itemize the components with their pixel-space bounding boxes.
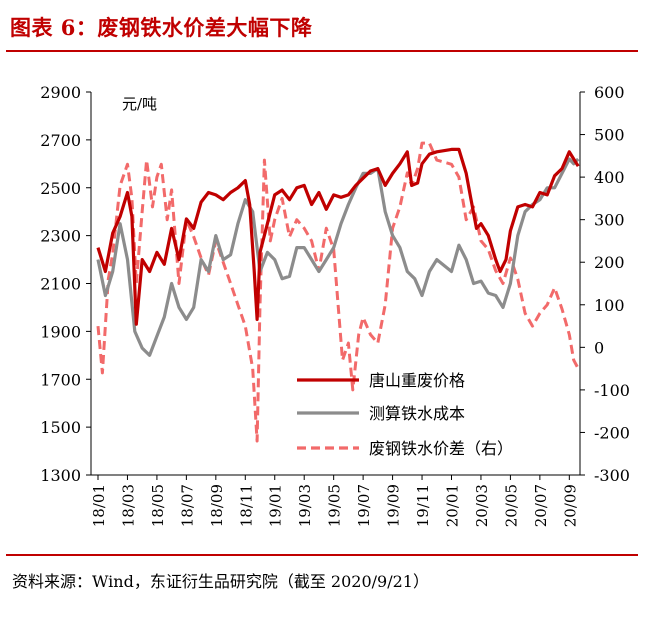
legend-label-1: 测算铁水成本 <box>369 404 465 423</box>
right-tick-label: 600 <box>594 83 625 102</box>
x-tick-label: 18/05 <box>149 484 167 527</box>
chart: 1300 1500 1700 1900 2100 2300 2500 2700 2900 -300… <box>40 83 630 527</box>
x-tick-label: 20/05 <box>502 484 520 527</box>
right-tick-label: -100 <box>594 381 630 400</box>
x-tick-label: 19/09 <box>385 484 403 527</box>
left-tick-label: 2900 <box>40 83 81 102</box>
x-tick-label: 20/07 <box>532 484 550 527</box>
x-tick-label: 18/09 <box>208 484 226 527</box>
left-tick-label: 2700 <box>40 131 81 150</box>
left-tick-label: 1300 <box>40 466 81 485</box>
left-tick-label: 2300 <box>40 227 81 246</box>
source-rule <box>6 554 638 556</box>
figure-title: 图表 6：废钢铁水价差大幅下降 <box>10 15 313 40</box>
x-tick-label: 19/01 <box>267 484 285 527</box>
source-note: 资料来源：Wind，东证衍生品研究院（截至 2020/9/21） <box>12 572 429 591</box>
legend-label-2: 废钢铁水价差（右） <box>369 439 513 458</box>
x-tick-label: 18/07 <box>178 484 196 527</box>
right-tick-label: 100 <box>594 296 625 315</box>
series-line-0 <box>96 147 580 326</box>
title-rule <box>6 50 638 52</box>
x-tick-label: 19/03 <box>296 484 314 527</box>
right-tick-label: 200 <box>594 253 625 272</box>
right-tick-label: -200 <box>594 423 630 442</box>
x-tick-label: 20/03 <box>473 484 491 527</box>
right-tick-label: 0 <box>594 338 604 357</box>
right-tick-label: 500 <box>594 126 625 145</box>
series-line-2 <box>96 141 580 443</box>
left-tick-label: 2100 <box>40 275 81 294</box>
series-line-1 <box>96 157 580 357</box>
right-tick-label: 300 <box>594 211 625 230</box>
x-tick-label: 19/11 <box>414 484 432 527</box>
right-tick-label: -300 <box>594 466 630 485</box>
right-tick-label: 400 <box>594 168 625 187</box>
x-tick-label: 20/09 <box>561 484 579 527</box>
x-tick-label: 18/11 <box>237 484 255 527</box>
x-tick-label: 20/01 <box>443 484 461 527</box>
legend-label-0: 唐山重废价格 <box>369 371 465 390</box>
series-layer <box>96 141 580 443</box>
left-tick-label: 1700 <box>40 370 81 389</box>
x-tick-label: 18/01 <box>90 484 108 527</box>
left-tick-label: 1500 <box>40 418 81 437</box>
left-axis-unit: 元/吨 <box>122 95 157 113</box>
x-tick-label: 19/07 <box>355 484 373 527</box>
left-tick-label: 2500 <box>40 179 81 198</box>
x-tick-label: 18/03 <box>119 484 137 527</box>
axes: 1300 1500 1700 1900 2100 2300 2500 2700 2900 -300… <box>40 83 630 527</box>
x-tick-label: 19/05 <box>326 484 344 527</box>
left-tick-label: 1900 <box>40 322 81 341</box>
